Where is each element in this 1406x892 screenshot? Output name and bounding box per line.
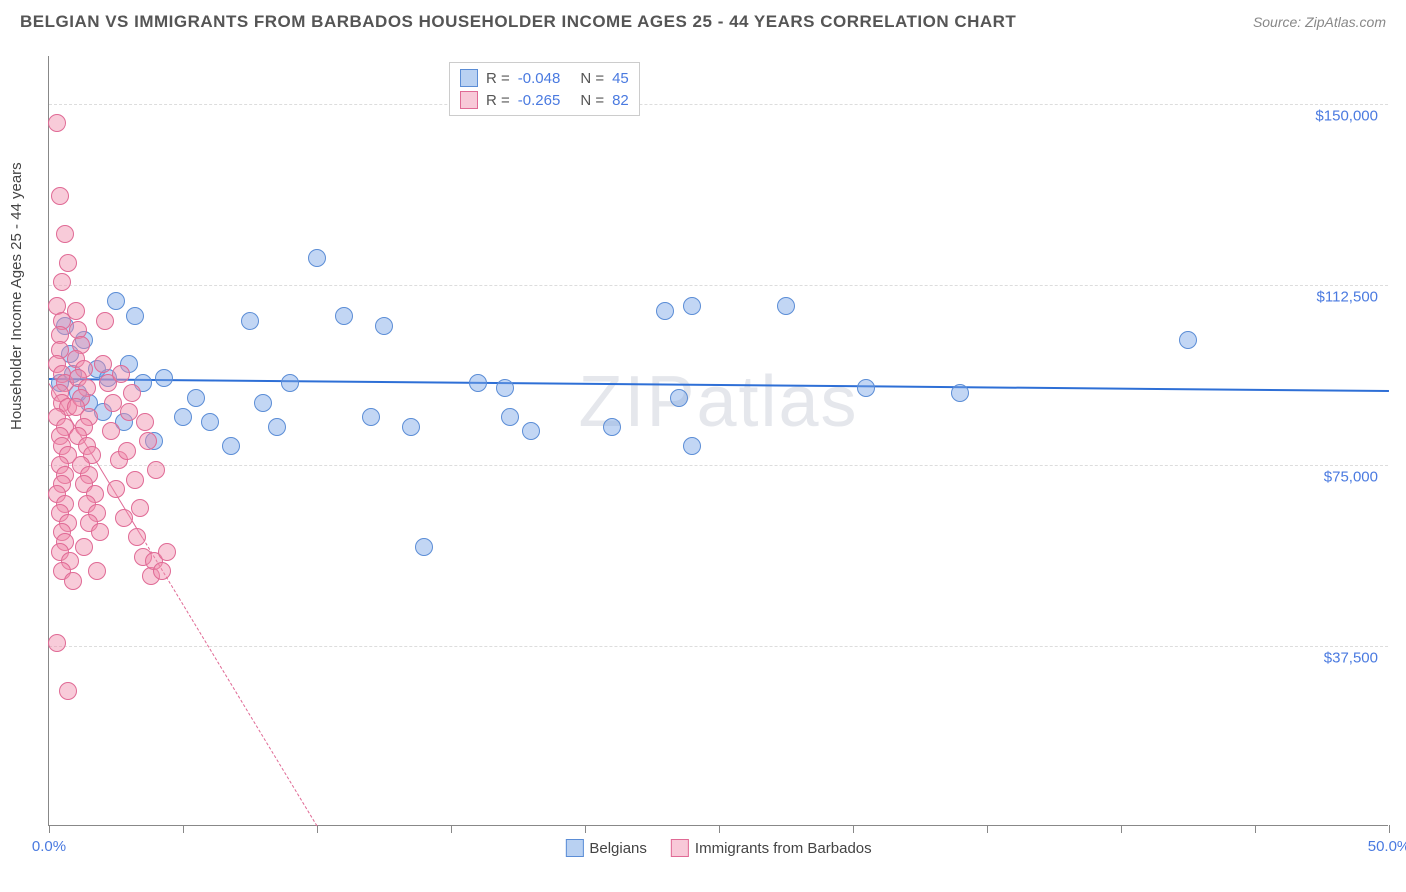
data-point bbox=[308, 249, 326, 267]
data-point bbox=[118, 442, 136, 460]
data-point bbox=[158, 543, 176, 561]
data-point bbox=[402, 418, 420, 436]
chart-title: BELGIAN VS IMMIGRANTS FROM BARBADOS HOUS… bbox=[20, 12, 1016, 32]
data-point bbox=[603, 418, 621, 436]
data-point bbox=[94, 355, 112, 373]
trend-line bbox=[49, 378, 1389, 392]
data-point bbox=[362, 408, 380, 426]
data-point bbox=[1179, 331, 1197, 349]
data-point bbox=[222, 437, 240, 455]
data-point bbox=[147, 461, 165, 479]
data-point bbox=[670, 389, 688, 407]
data-point bbox=[415, 538, 433, 556]
data-point bbox=[375, 317, 393, 335]
data-point bbox=[268, 418, 286, 436]
gridline bbox=[49, 646, 1388, 647]
data-point bbox=[777, 297, 795, 315]
legend-item: Belgians bbox=[565, 839, 647, 857]
data-point bbox=[656, 302, 674, 320]
data-point bbox=[59, 254, 77, 272]
data-point bbox=[683, 437, 701, 455]
x-tick bbox=[585, 825, 586, 833]
data-point bbox=[155, 369, 173, 387]
gridline bbox=[49, 465, 1388, 466]
x-tick bbox=[853, 825, 854, 833]
y-tick-label: $112,500 bbox=[1317, 288, 1378, 305]
data-point bbox=[56, 225, 74, 243]
data-point bbox=[126, 471, 144, 489]
x-axis-label: 50.0% bbox=[1368, 838, 1406, 855]
gridline bbox=[49, 104, 1388, 105]
trend-line bbox=[142, 538, 317, 826]
y-axis-label: Householder Income Ages 25 - 44 years bbox=[8, 162, 25, 430]
legend-bottom: Belgians Immigrants from Barbados bbox=[565, 839, 871, 857]
data-point bbox=[131, 499, 149, 517]
data-point bbox=[91, 523, 109, 541]
x-tick bbox=[987, 825, 988, 833]
data-point bbox=[51, 187, 69, 205]
data-point bbox=[496, 379, 514, 397]
data-point bbox=[136, 413, 154, 431]
data-point bbox=[48, 634, 66, 652]
data-point bbox=[107, 292, 125, 310]
data-point bbox=[107, 480, 125, 498]
data-point bbox=[53, 273, 71, 291]
data-point bbox=[501, 408, 519, 426]
data-point bbox=[102, 422, 120, 440]
data-point bbox=[857, 379, 875, 397]
data-point bbox=[174, 408, 192, 426]
data-point bbox=[67, 302, 85, 320]
x-tick bbox=[451, 825, 452, 833]
watermark: ZIPatlas bbox=[578, 361, 858, 443]
data-point bbox=[96, 312, 114, 330]
y-tick-label: $75,000 bbox=[1324, 469, 1378, 486]
data-point bbox=[254, 394, 272, 412]
data-point bbox=[281, 374, 299, 392]
gridline bbox=[49, 285, 1388, 286]
x-tick bbox=[183, 825, 184, 833]
scatter-chart: ZIPatlas BelgiansImmigrants from Barbado… bbox=[48, 56, 1388, 826]
data-point bbox=[115, 509, 133, 527]
source-attribution: Source: ZipAtlas.com bbox=[1253, 14, 1386, 30]
data-point bbox=[48, 114, 66, 132]
data-point bbox=[59, 682, 77, 700]
data-point bbox=[153, 562, 171, 580]
data-point bbox=[120, 403, 138, 421]
data-point bbox=[522, 422, 540, 440]
data-point bbox=[469, 374, 487, 392]
x-tick bbox=[1255, 825, 1256, 833]
data-point bbox=[128, 528, 146, 546]
y-tick-label: $150,000 bbox=[1315, 108, 1378, 125]
data-point bbox=[241, 312, 259, 330]
data-point bbox=[683, 297, 701, 315]
x-tick bbox=[1389, 825, 1390, 833]
data-point bbox=[951, 384, 969, 402]
y-tick-label: $37,500 bbox=[1324, 649, 1378, 666]
data-point bbox=[88, 562, 106, 580]
x-tick bbox=[49, 825, 50, 833]
legend-item: Immigrants from Barbados bbox=[671, 839, 872, 857]
data-point bbox=[123, 384, 141, 402]
data-point bbox=[139, 432, 157, 450]
data-point bbox=[201, 413, 219, 431]
data-point bbox=[126, 307, 144, 325]
data-point bbox=[112, 365, 130, 383]
x-tick bbox=[1121, 825, 1122, 833]
data-point bbox=[187, 389, 205, 407]
data-point bbox=[75, 538, 93, 556]
x-axis-label: 0.0% bbox=[32, 838, 66, 855]
data-point bbox=[335, 307, 353, 325]
x-tick bbox=[719, 825, 720, 833]
data-point bbox=[64, 572, 82, 590]
stats-legend: R = -0.048N = 45R = -0.265N = 82 bbox=[449, 62, 640, 116]
data-point bbox=[104, 394, 122, 412]
